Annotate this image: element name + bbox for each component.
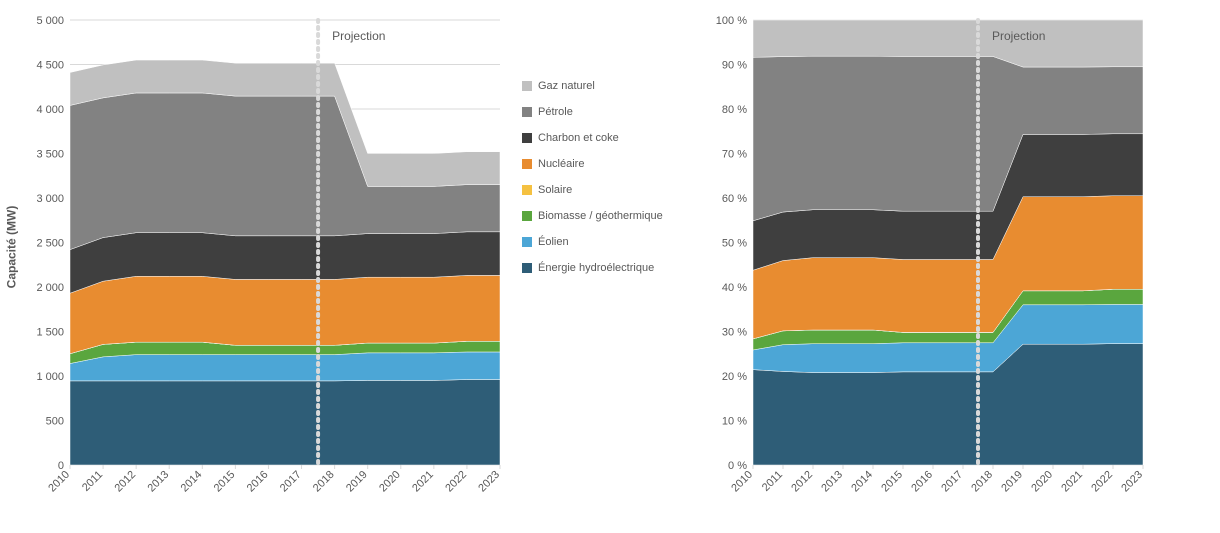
projection-label: Projection bbox=[992, 29, 1045, 43]
legend-label: Éolien bbox=[538, 236, 569, 248]
svg-text:2010: 2010 bbox=[46, 469, 72, 495]
right-chart: 0 %10 %20 %30 %40 %50 %60 %70 %80 %90 %1… bbox=[693, 10, 1153, 523]
legend-label: Pétrole bbox=[538, 106, 573, 118]
svg-text:2021: 2021 bbox=[410, 469, 436, 495]
svg-text:2021: 2021 bbox=[1059, 469, 1085, 495]
legend-item: Éolien bbox=[522, 236, 663, 248]
svg-text:3 500: 3 500 bbox=[36, 149, 64, 161]
svg-text:2 000: 2 000 bbox=[36, 282, 64, 294]
legend-item: Pétrole bbox=[522, 106, 663, 118]
svg-text:4 500: 4 500 bbox=[36, 60, 64, 72]
svg-text:2013: 2013 bbox=[146, 469, 172, 495]
legend-item: Charbon et coke bbox=[522, 132, 663, 144]
svg-text:2 500: 2 500 bbox=[36, 238, 64, 250]
svg-text:80 %: 80 % bbox=[722, 104, 747, 116]
area-Nucléaire bbox=[70, 275, 500, 353]
legend-swatch bbox=[522, 81, 532, 91]
legend-label: Nucléaire bbox=[538, 158, 584, 170]
legend-swatch bbox=[522, 133, 532, 143]
svg-text:1 000: 1 000 bbox=[36, 371, 64, 383]
legend-label: Charbon et coke bbox=[538, 132, 619, 144]
legend-item: Gaz naturel bbox=[522, 80, 663, 92]
svg-text:2010: 2010 bbox=[729, 469, 755, 495]
svg-text:50 %: 50 % bbox=[722, 238, 747, 250]
svg-text:2019: 2019 bbox=[344, 469, 370, 495]
svg-text:2013: 2013 bbox=[819, 469, 845, 495]
svg-text:2012: 2012 bbox=[789, 469, 815, 495]
svg-text:500: 500 bbox=[46, 416, 64, 428]
svg-text:1 500: 1 500 bbox=[36, 327, 64, 339]
y-axis-label: Capacité (MW) bbox=[4, 206, 18, 289]
svg-text:40 %: 40 % bbox=[722, 282, 747, 294]
legend-label: Biomasse / géothermique bbox=[538, 210, 663, 222]
svg-text:2020: 2020 bbox=[1029, 469, 1055, 495]
svg-text:30 %: 30 % bbox=[722, 327, 747, 339]
svg-text:2022: 2022 bbox=[443, 469, 469, 495]
svg-text:2015: 2015 bbox=[879, 469, 905, 495]
svg-text:2023: 2023 bbox=[1119, 469, 1145, 495]
legend-item: Biomasse / géothermique bbox=[522, 210, 663, 222]
legend: Gaz naturel Pétrole Charbon et coke Nucléai… bbox=[510, 10, 693, 274]
svg-text:10 %: 10 % bbox=[722, 416, 747, 428]
legend-item: Énergie hydroélectrique bbox=[522, 262, 663, 274]
legend-label: Énergie hydroélectrique bbox=[538, 262, 654, 274]
svg-text:2011: 2011 bbox=[760, 469, 785, 494]
svg-text:2018: 2018 bbox=[311, 469, 337, 495]
svg-text:100 %: 100 % bbox=[716, 15, 747, 27]
legend-label: Gaz naturel bbox=[538, 80, 595, 92]
legend-swatch bbox=[522, 159, 532, 169]
svg-text:2019: 2019 bbox=[999, 469, 1025, 495]
svg-text:2022: 2022 bbox=[1089, 469, 1115, 495]
area-Énergie hydroélectrique bbox=[70, 380, 500, 465]
legend-swatch bbox=[522, 107, 532, 117]
legend-label: Solaire bbox=[538, 184, 572, 196]
svg-text:2018: 2018 bbox=[969, 469, 995, 495]
legend-item: Solaire bbox=[522, 184, 663, 196]
svg-text:2016: 2016 bbox=[909, 469, 935, 495]
svg-text:2016: 2016 bbox=[245, 469, 271, 495]
svg-text:2015: 2015 bbox=[212, 469, 238, 495]
legend-swatch bbox=[522, 185, 532, 195]
left-chart: Capacité (MW) 05001 0001 5002 0002 5003 … bbox=[10, 10, 510, 523]
projection-label: Projection bbox=[332, 29, 385, 43]
svg-text:2023: 2023 bbox=[476, 469, 502, 495]
left-chart-svg: 05001 0001 5002 0002 5003 0003 5004 0004… bbox=[10, 10, 510, 520]
svg-text:2011: 2011 bbox=[80, 469, 105, 494]
svg-text:90 %: 90 % bbox=[722, 60, 747, 72]
legend-swatch bbox=[522, 263, 532, 273]
charts-container: Capacité (MW) 05001 0001 5002 0002 5003 … bbox=[10, 10, 1210, 523]
legend-swatch bbox=[522, 211, 532, 221]
svg-text:60 %: 60 % bbox=[722, 193, 747, 205]
svg-text:70 %: 70 % bbox=[722, 149, 747, 161]
svg-text:2017: 2017 bbox=[278, 469, 304, 495]
svg-text:5 000: 5 000 bbox=[36, 15, 64, 27]
svg-text:2017: 2017 bbox=[939, 469, 965, 495]
legend-swatch bbox=[522, 237, 532, 247]
svg-text:20 %: 20 % bbox=[722, 371, 747, 383]
svg-text:4 000: 4 000 bbox=[36, 104, 64, 116]
right-chart-svg: 0 %10 %20 %30 %40 %50 %60 %70 %80 %90 %1… bbox=[693, 10, 1153, 520]
svg-text:2014: 2014 bbox=[849, 469, 875, 495]
legend-item: Nucléaire bbox=[522, 158, 663, 170]
svg-text:2012: 2012 bbox=[112, 469, 138, 495]
area-Éolien bbox=[70, 352, 500, 381]
svg-text:3 000: 3 000 bbox=[36, 193, 64, 205]
svg-text:2020: 2020 bbox=[377, 469, 403, 495]
svg-text:2014: 2014 bbox=[179, 469, 205, 495]
